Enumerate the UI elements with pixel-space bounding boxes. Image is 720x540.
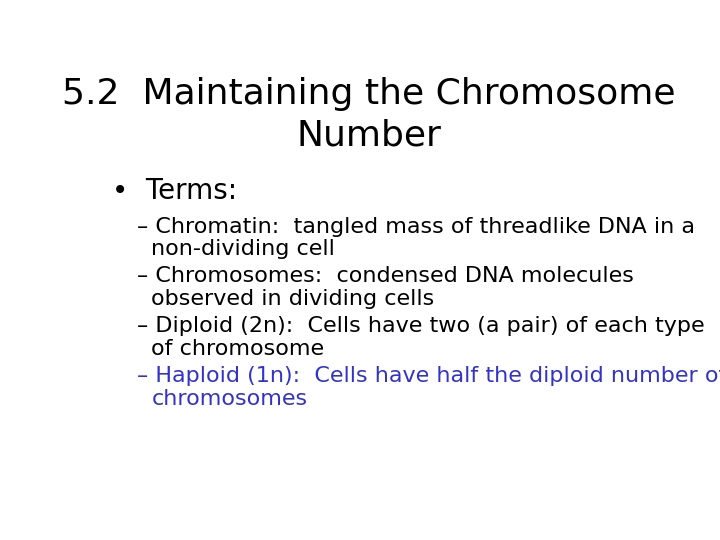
Text: •  Terms:: • Terms: bbox=[112, 177, 238, 205]
Text: non-dividing cell: non-dividing cell bbox=[151, 239, 336, 259]
Text: chromosomes: chromosomes bbox=[151, 389, 307, 409]
Text: 5.2  Maintaining the Chromosome
Number: 5.2 Maintaining the Chromosome Number bbox=[62, 77, 676, 152]
Text: observed in dividing cells: observed in dividing cells bbox=[151, 289, 435, 309]
Text: – Chromosomes:  condensed DNA molecules: – Chromosomes: condensed DNA molecules bbox=[138, 266, 634, 286]
Text: – Haploid (1n):  Cells have half the diploid number of: – Haploid (1n): Cells have half the dipl… bbox=[138, 366, 720, 386]
Text: of chromosome: of chromosome bbox=[151, 339, 325, 359]
Text: – Chromatin:  tangled mass of threadlike DNA in a: – Chromatin: tangled mass of threadlike … bbox=[138, 217, 696, 237]
Text: – Diploid (2n):  Cells have two (a pair) of each type: – Diploid (2n): Cells have two (a pair) … bbox=[138, 316, 705, 336]
